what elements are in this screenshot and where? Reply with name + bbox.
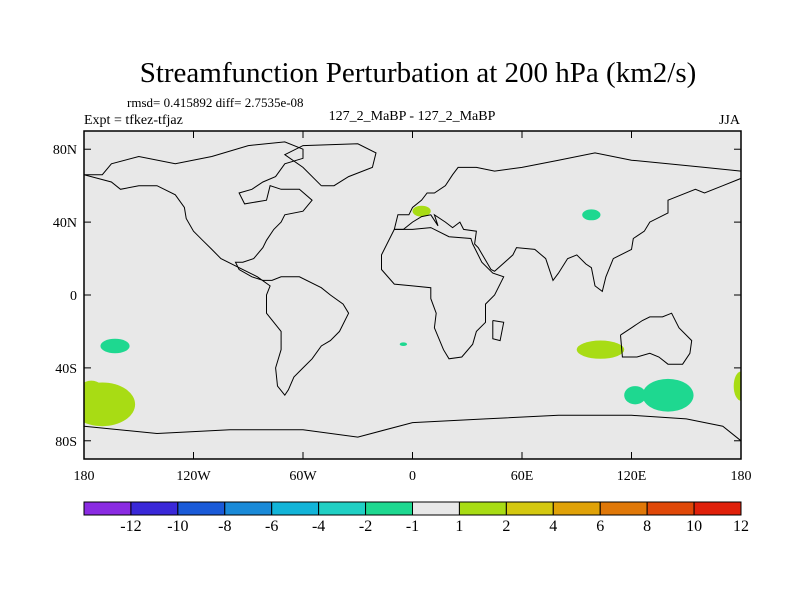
experiment-label: Expt = tfkez-tfjaz [84, 113, 183, 128]
colorbar-label: 10 [686, 518, 702, 535]
colorbar-label: -6 [265, 518, 278, 535]
x-tick-label: 120E [617, 469, 647, 484]
colorbar-label: 4 [549, 518, 557, 535]
coastline [84, 141, 350, 397]
colorbar-label: -12 [120, 518, 141, 535]
y-tick-label: 40N [53, 216, 77, 231]
anomaly-region [84, 380, 106, 410]
colorbar-swatch [412, 501, 460, 516]
coastline [84, 414, 741, 442]
colorbar-swatch [83, 501, 132, 516]
y-tick-label: 80S [55, 435, 77, 450]
chart-title: Streamfunction Perturbation at 200 hPa (… [140, 57, 697, 89]
x-tick-label: 180 [74, 469, 95, 484]
y-tick-label: 80N [53, 143, 77, 158]
y-tick-label: 40S [55, 362, 77, 377]
axes: 180 120W 60W 0 60E 120E 180 80N 40N 0 40S 80S [53, 131, 752, 484]
coastline [492, 320, 505, 342]
colorbar-swatch [224, 501, 273, 516]
colorbar-swatch [458, 501, 507, 516]
colorbar-label: 8 [643, 518, 651, 535]
anomaly-region [642, 378, 694, 412]
colorbar-swatch [271, 501, 320, 516]
map-background [84, 131, 741, 459]
y-tick-label: 0 [70, 289, 77, 304]
colorbar-swatch [318, 501, 367, 516]
colorbar-label: 1 [455, 518, 463, 535]
coastline [381, 227, 505, 360]
colorbar-swatch [365, 501, 414, 516]
colorbar-swatch [599, 501, 648, 516]
anomaly-region [100, 338, 130, 354]
colorbar-swatch [177, 501, 226, 516]
x-tick-label: 60E [511, 469, 534, 484]
anomaly-region [576, 340, 625, 359]
colorbar-swatch [552, 501, 601, 516]
coastline [283, 143, 377, 187]
anomaly-region [399, 342, 408, 347]
colorbar-label: -1 [406, 518, 419, 535]
colorbar-label: -4 [312, 518, 325, 535]
colorbar-label: 6 [596, 518, 604, 535]
colorbar: -12 -10 -8 -6 -4 -2 -1 1 2 4 6 8 10 12 [83, 501, 749, 535]
anomaly-region [733, 371, 741, 401]
case-label: 127_2_MaBP - 127_2_MaBP [329, 109, 496, 124]
colorbar-label: 12 [733, 518, 749, 535]
colorbar-swatch [505, 501, 554, 516]
colorbar-label: -2 [359, 518, 372, 535]
x-tick-label: 120W [176, 469, 211, 484]
colorbar-swatch [130, 501, 179, 516]
anomaly-region [582, 209, 601, 221]
coastline [620, 312, 693, 365]
anomaly-region [624, 386, 647, 405]
colorbar-label: 2 [502, 518, 510, 535]
x-tick-label: 0 [409, 469, 416, 484]
map-layer [83, 130, 742, 460]
colorbar-label: -8 [218, 518, 231, 535]
x-tick-label: 180 [731, 469, 752, 484]
colorbar-swatch [693, 501, 742, 516]
stats-line: rmsd= 0.415892 diff= 2.7535e-08 [127, 95, 304, 110]
colorbar-swatch [646, 501, 695, 516]
season-label: JJA [719, 113, 741, 128]
anomaly-region [412, 205, 431, 217]
colorbar-label: -10 [167, 518, 188, 535]
x-tick-label: 60W [289, 469, 317, 484]
coastline [393, 152, 741, 293]
